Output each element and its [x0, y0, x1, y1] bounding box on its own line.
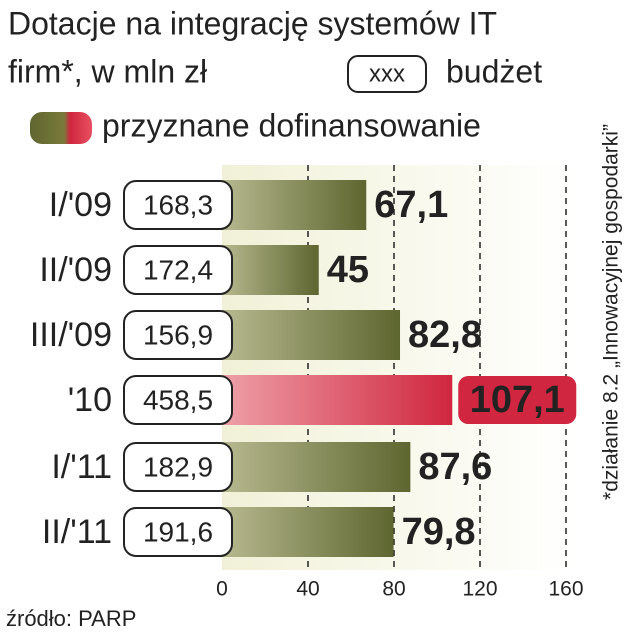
legend-swatch [30, 112, 92, 144]
budget-label: 172,4 [143, 254, 213, 285]
bar [222, 245, 319, 295]
budget-label: 182,9 [143, 451, 213, 482]
legend-swatch [347, 55, 427, 93]
budget-label: 156,9 [143, 319, 213, 350]
value-label-box [458, 376, 577, 424]
y-tick-label: I/'09 [49, 186, 112, 224]
legend-sample: xxx [369, 60, 405, 87]
x-tick-label: 120 [462, 578, 497, 601]
budget-box [123, 442, 233, 492]
budget-label: 191,6 [143, 516, 213, 547]
bar [222, 507, 394, 557]
bar [222, 180, 367, 230]
budget-box [123, 245, 233, 295]
value-label: 82,8 [408, 314, 482, 356]
plot-background [222, 165, 578, 570]
budget-box [123, 375, 233, 425]
source: źródło: PARP [6, 606, 136, 631]
legend-label: przyznane dofinansowanie [102, 107, 481, 143]
bar [222, 442, 411, 492]
y-tick-label: III/'09 [30, 316, 112, 354]
chart-title-line: firm*, w mln zł [8, 53, 207, 89]
budget-box [123, 507, 233, 557]
value-label: 107,1 [470, 379, 565, 421]
y-tick-label: II/'11 [42, 513, 112, 551]
value-label: 67,1 [374, 184, 448, 226]
budget-label: 168,3 [143, 189, 213, 220]
x-tick-label: 160 [548, 578, 583, 601]
x-tick-label: 0 [216, 578, 228, 601]
value-label: 79,8 [402, 511, 476, 553]
x-tick-label: 80 [382, 578, 405, 601]
y-tick-label: I/'11 [51, 448, 112, 486]
value-label: 45 [327, 249, 369, 291]
y-tick-label: '10 [68, 381, 112, 419]
y-tick-label: II/'09 [39, 251, 112, 289]
bar [222, 375, 453, 425]
value-label: 87,6 [418, 446, 492, 488]
budget-box [123, 310, 233, 360]
bar [222, 310, 401, 360]
footnote: *działanie 8.2 „Innowacyjnej gospodarki” [600, 124, 623, 500]
budget-box [123, 180, 233, 230]
legend-label: budżet [446, 53, 542, 89]
x-tick-label: 40 [296, 578, 319, 601]
chart-title-line: Dotacje na integrację systemów IT [8, 5, 497, 41]
budget-label: 458,5 [143, 384, 213, 415]
